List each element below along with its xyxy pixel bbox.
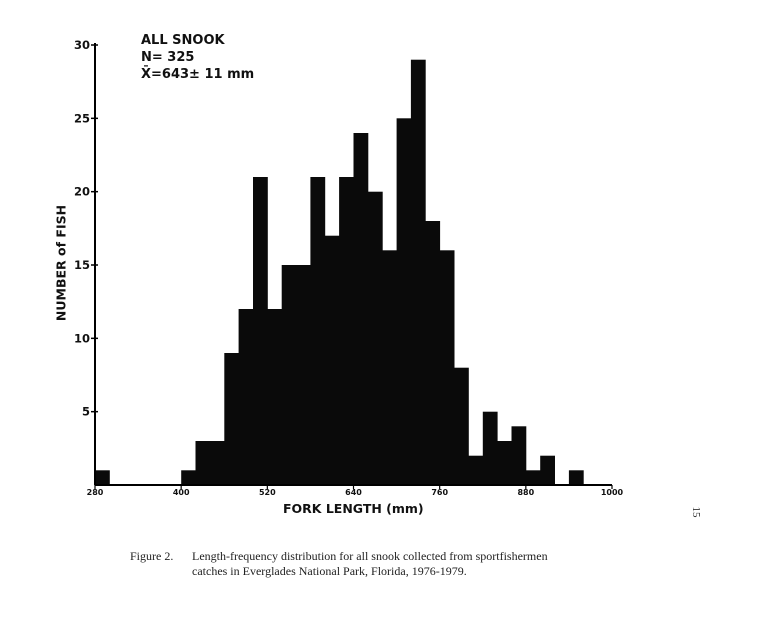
figure-caption: Figure 2. Length-frequency distribution f… [130,549,650,579]
histogram-bar-520 [267,309,283,485]
histogram-bar-780 [454,367,469,485]
histogram-bar-440 [209,441,225,485]
histogram-bar-880 [525,470,541,485]
histogram-bar-740 [425,221,441,485]
histogram-bar-840 [497,441,512,485]
stats-mean: X̄=643± 11 mm [141,67,255,82]
histogram-bar-760 [439,250,455,485]
histogram-bar-400 [181,470,196,485]
histogram-bar-600 [324,235,340,485]
histogram-bar-660 [367,191,383,485]
x-tick-label-1000: 1000 [601,488,624,497]
histogram-bar-460 [224,353,240,485]
histogram-bar-820 [482,411,498,485]
stats-title: ALL SNOOK [141,33,225,48]
caption-label: Figure 2. [130,549,174,563]
caption-line-2: catches in Everglades National Park, Flo… [192,564,467,578]
histogram-bar-640 [353,133,369,485]
y-tick-label-30: 30 [74,38,90,52]
x-tick-label-640: 640 [345,488,362,497]
x-tick-label-280: 280 [87,488,104,497]
histogram-bar-680 [382,250,397,485]
x-tick-label-880: 880 [517,488,534,497]
histogram-bar-940 [568,470,584,485]
histogram-bar-580 [310,177,326,485]
x-tick-label-400: 400 [173,488,190,497]
histogram-bar-900 [540,455,555,485]
bars-layer [95,59,584,486]
histogram-bar-420 [195,441,211,485]
histogram-bar-860 [511,426,527,485]
caption-line-1: Length-frequency distribution for all sn… [192,549,548,563]
histogram-bar-500 [253,177,268,485]
y-tick-label-20: 20 [74,185,90,199]
y-axis-label: NUMBER of FISH [53,204,69,322]
y-tick-label-25: 25 [74,111,90,125]
histogram-bar-800 [468,455,484,485]
histogram-bar-480 [238,309,254,485]
histogram-bar-720 [410,59,426,485]
histogram-bar-700 [396,118,412,486]
histogram-bar-560 [296,265,311,485]
x-tick-label-760: 760 [431,488,448,497]
x-tick-label-520: 520 [259,488,276,497]
histogram-bar-280 [95,470,110,485]
y-tick-label-5: 5 [82,405,90,419]
x-axis-label: FORK LENGTH (mm) [283,501,424,516]
histogram-bar-540 [281,265,297,485]
x-ticks: 280 400 520 640 760 880 1000 [87,485,624,497]
y-ticks: 5 10 15 20 25 30 [74,38,98,419]
y-tick-label-10: 10 [74,331,90,345]
histogram-bar-620 [339,177,354,485]
y-tick-label-15: 15 [74,258,90,272]
stats-n: N= 325 [141,50,195,65]
page-number: 15 [690,506,702,518]
